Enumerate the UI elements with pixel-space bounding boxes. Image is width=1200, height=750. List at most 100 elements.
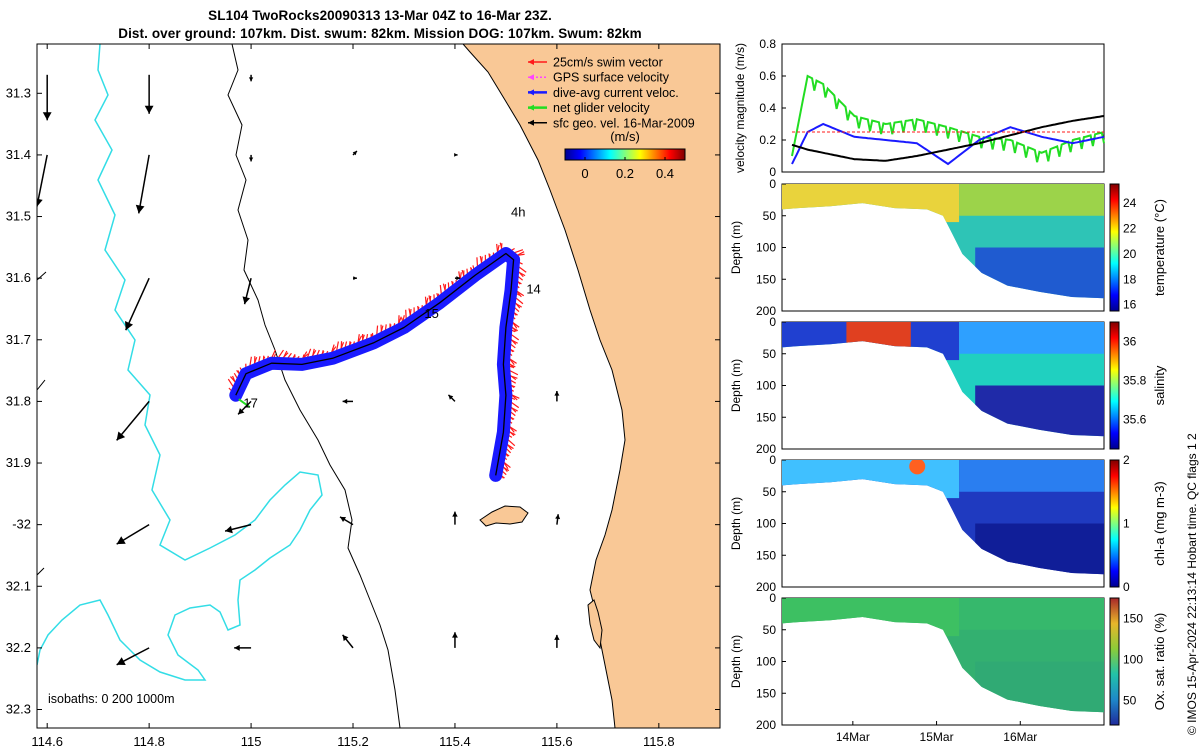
footer-credit: © IMOS 15-Apr-2024 22:13:14 Hobart time.…	[1185, 433, 1199, 735]
track-annotation: 14	[526, 282, 540, 297]
legend-label: 25cm/s swim vector	[553, 56, 663, 70]
section-colorbar-tick-label: 150	[1123, 611, 1143, 625]
velocity-ytick-label: 0.6	[759, 69, 776, 83]
section-ytick-label: 200	[756, 580, 776, 594]
map-xtick-label: 115.4	[439, 734, 471, 749]
legend-label: sfc geo. vel. 16-Mar-2009	[553, 116, 695, 130]
colorbar-tick-label: 0	[581, 166, 588, 181]
right-panels: 0 0.2 0.4 0.6 0.8 velocity magnitude (m/s) 0 50…	[729, 37, 1167, 744]
isobath-1000m	[227, 44, 401, 728]
surface-vector	[248, 74, 254, 82]
section-ytick-label: 100	[756, 379, 776, 393]
map-xtick-label: 115	[241, 734, 262, 749]
map-ytick-label: 32.1	[6, 578, 31, 593]
figure-title: SL104 TwoRocks20090313 13-Mar 04Z to 16-…	[208, 8, 552, 23]
shelf-edge-ticks	[37, 271, 47, 728]
section-colorbar	[1109, 459, 1120, 588]
surface-vector	[452, 511, 458, 525]
legend-entry: 25cm/s swim vector	[528, 56, 663, 70]
section-xtick-label: 15Mar	[920, 730, 954, 744]
legend-entry: net glider velocity	[528, 101, 650, 115]
map-ytick-label: 32.3	[6, 702, 31, 717]
surface-vector	[224, 523, 252, 534]
section-colorbar-tick-label: 22	[1123, 221, 1137, 235]
section-panel-temperature: 0 50 100 150 200 Depth (m) 16 18 20 22 24 temperatu…	[729, 177, 1167, 318]
section-colorbar-tick-label: 35.6	[1123, 413, 1147, 427]
section-ytick-label: 50	[763, 347, 777, 361]
section-xtick-label: 16Mar	[1003, 730, 1037, 744]
surface-velocity-vectors	[37, 74, 561, 666]
glider-track	[227, 242, 527, 482]
map-xtick-label: 115.2	[337, 734, 369, 749]
section-ytick-label: 200	[756, 718, 776, 732]
map-ytick-label: 32.2	[6, 640, 31, 655]
section-colorbar-label: salinity	[1152, 365, 1167, 405]
section-colorbar-tick-label: 50	[1123, 693, 1137, 707]
velocity-frame	[781, 43, 1105, 173]
track-annotation: 17	[243, 396, 257, 411]
legend-entry: GPS surface velocity	[528, 71, 670, 85]
velocity-series-line	[791, 115, 1105, 162]
section-ytick-label: 150	[756, 686, 776, 700]
section-ytick-label: 150	[756, 410, 776, 424]
section-colorbar-label: temperature (°C)	[1152, 199, 1167, 296]
section-panel-oxygen: 0 50 100 150 200 Depth (m) 50 100 150 Ox. sat. ra…	[729, 591, 1167, 744]
map-ytick-label: 31.8	[6, 393, 31, 408]
section-ytick-label: 100	[756, 655, 776, 669]
surface-vector	[554, 634, 560, 648]
map-ytick-label: 31.6	[6, 270, 31, 285]
island-garden	[587, 599, 603, 650]
section-ytick-label: 200	[756, 442, 776, 456]
section-colorbar	[1109, 183, 1120, 312]
section-ytick-label: 0	[769, 591, 776, 605]
surface-vector	[237, 400, 252, 415]
section-ytick-label: 0	[769, 453, 776, 467]
section-ytick-label: 150	[756, 272, 776, 286]
surface-vector	[242, 277, 252, 305]
colorbar-tick-label: 0.2	[616, 166, 634, 181]
map-xtick-label: 115.6	[541, 734, 573, 749]
surface-vector	[37, 154, 48, 208]
legend-label: net glider velocity	[553, 101, 650, 115]
velocity-ylabel: velocity magnitude (m/s)	[733, 43, 747, 173]
section-ylabel: Depth (m)	[729, 221, 743, 274]
glider-path-line	[235, 252, 515, 476]
section-colorbar-tick-label: 16	[1123, 298, 1137, 312]
section-ytick-label: 200	[756, 304, 776, 318]
legend-entry: sfc geo. vel. 16-Mar-2009	[528, 116, 695, 130]
isobath-200m	[37, 44, 323, 681]
surface-vector	[248, 154, 254, 162]
section-colorbar-tick-label: 100	[1123, 652, 1143, 666]
section-ytick-label: 0	[769, 177, 776, 191]
legend-label: GPS surface velocity	[553, 71, 670, 85]
map-ytick-label: 31.7	[6, 332, 31, 347]
section-colorbar-tick-label: 2	[1123, 453, 1130, 467]
surface-vector	[135, 154, 150, 214]
colorbar-tick-label: 0.4	[656, 166, 674, 181]
map-panel: 114.6 114.8 115 115.2 115.4 115.6 115.8 31.331…	[6, 43, 721, 749]
map-ytick-label: 31.5	[6, 209, 31, 224]
track-annotation: 4h	[511, 205, 525, 220]
island-rottnest	[479, 505, 529, 527]
legend-entry: dive-avg current veloc.	[528, 86, 679, 100]
section-colorbar-tick-label: 35.8	[1123, 374, 1147, 388]
surface-vector	[447, 394, 456, 402]
section-colorbar-label: chl-a (mg m-3)	[1152, 481, 1167, 566]
isobath-legend-label: isobaths: 0 200 1000m	[48, 692, 174, 706]
track-annotation: 15	[424, 306, 438, 321]
surface-vector	[234, 644, 252, 651]
surface-vector	[342, 398, 354, 404]
land-area	[462, 44, 720, 728]
surface-vector	[352, 150, 358, 156]
velocity-ytick-label: 0.4	[759, 101, 776, 115]
section-colorbar-tick-label: 18	[1123, 272, 1137, 286]
surface-vector	[116, 524, 150, 545]
map-ytick-label: 31.9	[6, 455, 31, 470]
section-ytick-label: 100	[756, 241, 776, 255]
surface-vector	[116, 647, 150, 666]
figure-subtitle: Dist. over ground: 107km. Dist. swum: 82…	[118, 26, 642, 41]
surface-vector	[339, 516, 354, 526]
map-xtick-label: 114.6	[31, 734, 63, 749]
velocity-ytick-label: 0	[769, 165, 776, 179]
